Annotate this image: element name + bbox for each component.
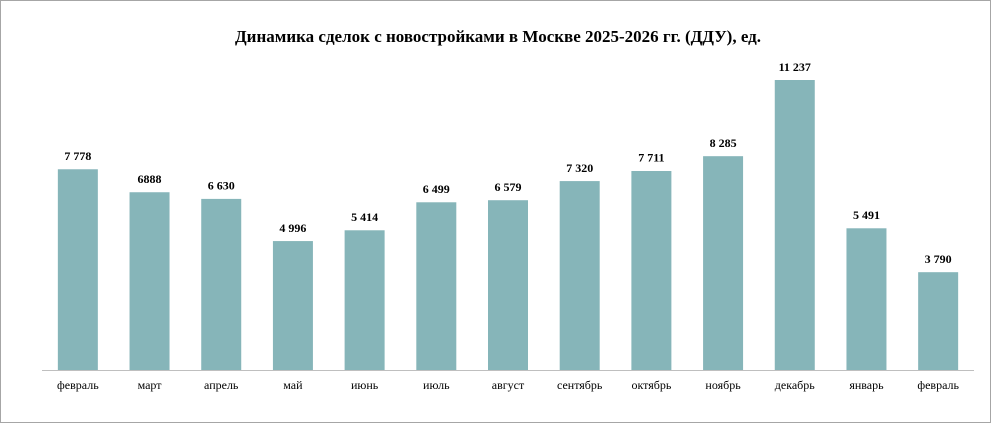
bar: [918, 272, 959, 370]
x-tick-label: июль: [423, 378, 450, 392]
bar: [129, 192, 170, 370]
bar: [559, 181, 600, 370]
bar: [201, 198, 242, 370]
x-tick-label: июнь: [351, 378, 379, 392]
value-label: 6888: [138, 172, 162, 186]
x-tick-label: февраль: [917, 378, 959, 392]
bar: [846, 228, 887, 370]
chart-title: Динамика сделок с новостройками в Москве…: [235, 27, 761, 46]
x-tick-label: апрель: [204, 378, 239, 392]
value-label: 3 790: [925, 252, 952, 266]
bar: [272, 241, 313, 370]
bar: [774, 80, 815, 370]
value-label: 6 499: [423, 182, 450, 196]
bar: [631, 170, 672, 370]
x-tick-label: март: [138, 378, 163, 392]
value-label: 11 237: [779, 60, 811, 74]
value-label: 7 320: [566, 161, 593, 175]
value-label: 5 414: [351, 210, 378, 224]
x-tick-label: январь: [849, 378, 884, 392]
value-label: 7 778: [64, 149, 91, 163]
bar: [416, 202, 457, 370]
value-label: 5 491: [853, 208, 880, 222]
value-label: 6 579: [495, 180, 522, 194]
x-tick-label: декабрь: [775, 378, 816, 392]
bar: [57, 169, 98, 370]
x-tick-label: август: [492, 378, 525, 392]
x-tick-label: сентябрь: [557, 378, 603, 392]
value-label: 6 630: [208, 179, 235, 193]
bar: [703, 156, 744, 370]
value-label: 4 996: [279, 221, 306, 235]
x-tick-label: февраль: [57, 378, 99, 392]
x-tick-label: ноябрь: [705, 378, 741, 392]
bar: [344, 230, 385, 370]
x-tick-label: октябрь: [631, 378, 671, 392]
value-label: 7 711: [638, 151, 664, 165]
x-tick-label: май: [283, 378, 303, 392]
value-label: 8 285: [710, 136, 737, 150]
bar: [488, 200, 528, 370]
